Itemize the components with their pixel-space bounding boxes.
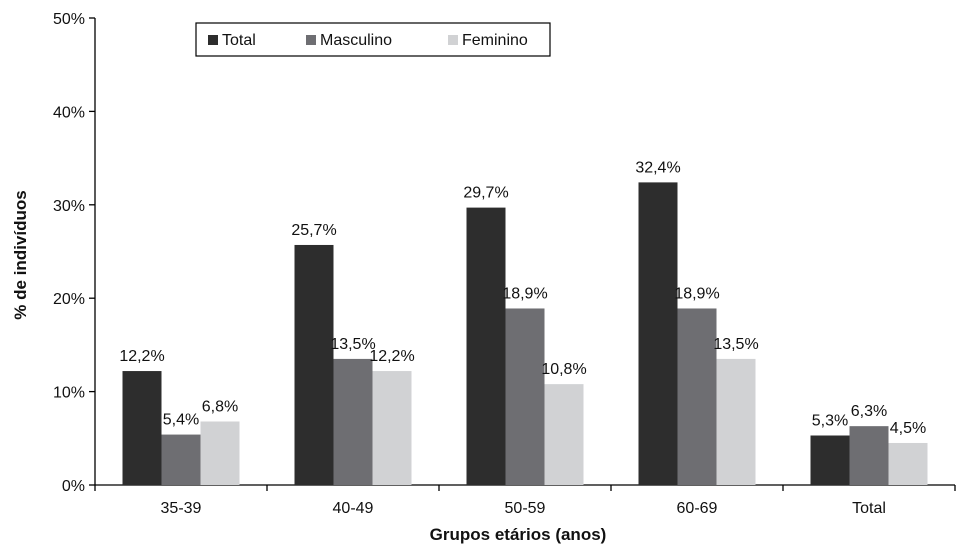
legend-label: Feminino bbox=[462, 32, 528, 49]
data-label: 18,9% bbox=[674, 285, 719, 302]
y-axis: 0% 10% 20% 30% 40% 50% bbox=[53, 11, 96, 495]
data-label: 29,7% bbox=[463, 185, 508, 202]
x-tick-label: 40-49 bbox=[333, 500, 374, 517]
x-axis: 35-39 40-49 50-59 60-69 Total bbox=[94, 484, 956, 517]
data-label: 12,2% bbox=[119, 348, 164, 365]
x-tick-label: 60-69 bbox=[677, 500, 718, 517]
data-label: 5,4% bbox=[163, 412, 199, 429]
legend-label: Masculino bbox=[320, 32, 392, 49]
bar bbox=[677, 308, 717, 485]
bar bbox=[505, 308, 545, 485]
bar bbox=[161, 434, 201, 485]
data-label: 4,5% bbox=[890, 420, 926, 437]
x-tick-label: 50-59 bbox=[505, 500, 546, 517]
y-tick-label: 10% bbox=[53, 385, 85, 402]
data-label: 6,8% bbox=[202, 398, 238, 415]
legend-swatch bbox=[208, 35, 218, 45]
bar bbox=[849, 426, 889, 485]
y-tick-label: 0% bbox=[62, 478, 85, 495]
legend-swatch bbox=[306, 35, 316, 45]
legend: Total Masculino Feminino bbox=[195, 22, 551, 57]
bar bbox=[466, 207, 506, 486]
data-label: 12,2% bbox=[369, 348, 414, 365]
bar bbox=[888, 442, 928, 485]
bar bbox=[638, 182, 678, 485]
bar bbox=[200, 421, 240, 485]
legend-label: Total bbox=[222, 32, 256, 49]
data-label: 25,7% bbox=[291, 222, 336, 239]
x-tick-label: Total bbox=[852, 500, 886, 517]
y-tick-label: 50% bbox=[53, 11, 85, 28]
y-axis-title: % de indivíduos bbox=[11, 190, 30, 319]
data-label: 10,8% bbox=[541, 361, 586, 378]
legend-box bbox=[195, 22, 551, 57]
data-labels: 12,2% 25,7% 29,7% 32,4% 5,3% 5,4% 13,5% 18,9% 18… bbox=[119, 159, 926, 437]
x-axis-title: Grupos etários (anos) bbox=[430, 525, 607, 544]
data-label: 13,5% bbox=[713, 336, 758, 353]
bar bbox=[544, 384, 584, 485]
bar bbox=[810, 435, 850, 485]
data-label: 6,3% bbox=[851, 403, 887, 420]
legend-swatch bbox=[448, 35, 458, 45]
bar bbox=[372, 371, 412, 485]
bar bbox=[716, 358, 756, 485]
y-tick-label: 40% bbox=[53, 104, 85, 121]
bar bbox=[333, 358, 373, 485]
bar bbox=[294, 244, 334, 485]
data-label: 13,5% bbox=[330, 336, 375, 353]
x-tick-label: 35-39 bbox=[161, 500, 202, 517]
data-label: 18,9% bbox=[502, 285, 547, 302]
data-label: 32,4% bbox=[635, 159, 680, 176]
bars bbox=[122, 182, 928, 486]
data-label: 5,3% bbox=[812, 412, 848, 429]
bar bbox=[122, 371, 162, 485]
y-tick-label: 20% bbox=[53, 291, 85, 308]
y-tick-label: 30% bbox=[53, 198, 85, 215]
